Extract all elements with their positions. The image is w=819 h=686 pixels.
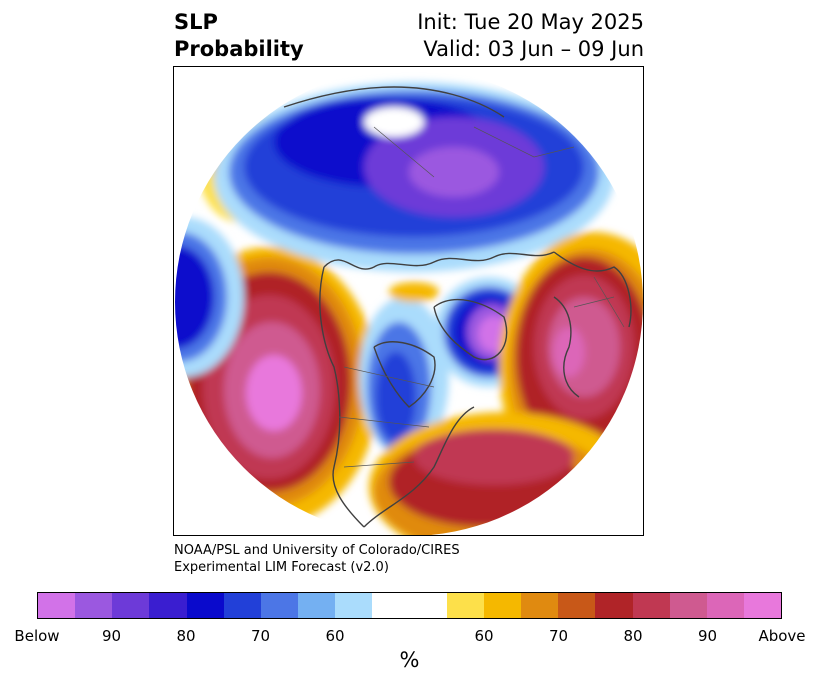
colorbar-segment: [149, 593, 187, 618]
colorbar-segment: [335, 593, 373, 618]
colorbar-tick-label: Above: [758, 627, 806, 645]
colorbar-segment: [669, 593, 707, 618]
colorbar-tick-label: 80: [176, 627, 196, 645]
west-pacific-low: [175, 217, 244, 377]
colorbar-tick-label: 80: [623, 627, 643, 645]
colorbar-segment: [446, 593, 484, 618]
colorbar-segment: [112, 593, 150, 618]
colorbar-tick-label: Below: [14, 627, 60, 645]
colorbar-segment: [298, 593, 336, 618]
colorbar-tick-labels: Below 90 80 70 60 60 70 80 90 Above: [0, 627, 819, 647]
probability-map: [175, 68, 643, 535]
colorbar-tick-label: 90: [697, 627, 718, 645]
valid-range: Valid: 03 Jun – 09 Jun: [423, 37, 644, 61]
map-panel: [173, 66, 644, 536]
init-date: Init: Tue 20 May 2025: [417, 10, 644, 34]
map-disk: [175, 68, 643, 535]
colorbar-segment: [706, 593, 744, 618]
colorbar-tick-label: 90: [101, 627, 122, 645]
arctic-high: [389, 282, 439, 302]
colorbar-tick-label: 70: [548, 627, 569, 645]
siberian-low: [214, 82, 614, 272]
colorbar-segment: [223, 593, 261, 618]
credit-text: NOAA/PSL and University of Colorado/CIRE…: [174, 542, 460, 576]
colorbar-tick-label: 60: [474, 627, 494, 645]
forecast-dates: Init: Tue 20 May 2025 Valid: 03 Jun – 09…: [417, 9, 644, 63]
colorbar-segment: [483, 593, 522, 618]
colorbar-segment: [632, 593, 670, 618]
colorbar-segment: [260, 593, 299, 618]
colorbar-segment: [186, 593, 224, 618]
colorbar-tick-label: 70: [250, 627, 271, 645]
colorbar: [37, 592, 782, 619]
title-line-2: Probability: [174, 37, 304, 61]
colorbar-tick-label: 60: [325, 627, 345, 645]
colorbar-segment: [372, 593, 410, 618]
coastlines: [283, 86, 632, 528]
colorbar-segment: [38, 593, 76, 618]
title-line-1: SLP: [174, 10, 218, 34]
canada-low: [359, 297, 449, 457]
colorbar-segment: [595, 593, 633, 618]
colorbar-segment: [409, 593, 447, 618]
colorbar-unit-label: %: [399, 648, 420, 672]
borders: [338, 126, 625, 468]
credit-line-2: Experimental LIM Forecast (v2.0): [174, 560, 389, 575]
credit-line-1: NOAA/PSL and University of Colorado/CIRE…: [174, 543, 460, 558]
colorbar-segment: [558, 593, 596, 618]
colorbar-segment: [75, 593, 113, 618]
colorbar-segment: [743, 593, 782, 618]
chart-title: SLP Probability: [174, 9, 304, 63]
colorbar-segment: [521, 593, 559, 618]
